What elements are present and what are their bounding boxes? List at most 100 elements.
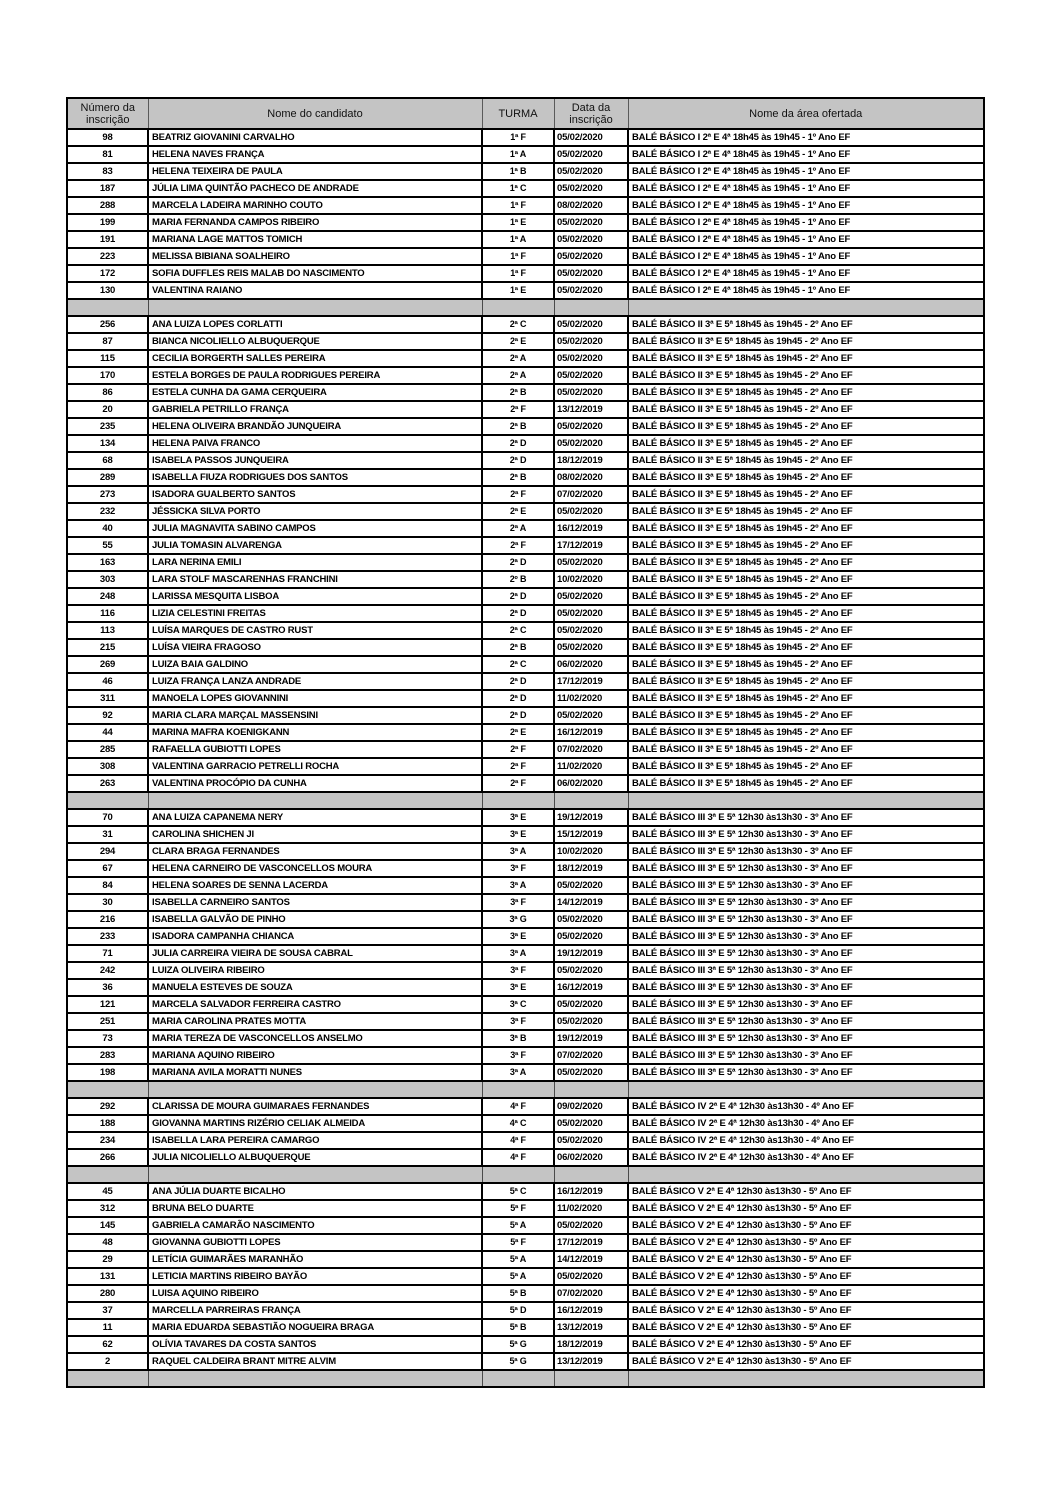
candidate-row: 223 MELISSA BIBIANA SOALHEIRO 1ª F 05/02/20… bbox=[66, 247, 985, 266]
cell-data-inscricao: 05/02/2020 bbox=[553, 1012, 629, 1031]
separator-cell bbox=[481, 791, 555, 810]
cell-data-inscricao: 05/02/2020 bbox=[553, 553, 629, 572]
candidate-row: 11 MARIA EDUARDA SEBASTIÃO NOGUEIRA BRAGA… bbox=[66, 1318, 985, 1337]
cell-data-inscricao: 07/02/2020 bbox=[553, 485, 629, 504]
cell-numero-inscricao: 163 bbox=[66, 553, 149, 572]
candidate-row: 235 HELENA OLIVEIRA BRANDÃO JUNQUEIRA 2ª B… bbox=[66, 417, 985, 436]
cell-turma: 5ª F bbox=[481, 1233, 555, 1252]
candidate-row: 198 MARIANA AVILA MORATTI NUNES 3ª A 05/02/… bbox=[66, 1063, 985, 1082]
cell-data-inscricao: 17/12/2019 bbox=[553, 1233, 629, 1252]
cell-numero-inscricao: 84 bbox=[66, 876, 149, 895]
separator-cell bbox=[553, 1369, 629, 1388]
cell-numero-inscricao: 30 bbox=[66, 893, 149, 912]
cell-area-ofertada: BALÉ BÁSICO I 2ª E 4ª 18h45 às 19h45 - 1… bbox=[627, 145, 985, 164]
cell-numero-inscricao: 233 bbox=[66, 927, 149, 946]
cell-nome-candidato: VALENTINA GARRACIO PETRELLI ROCHA bbox=[147, 757, 483, 776]
cell-numero-inscricao: 48 bbox=[66, 1233, 149, 1252]
cell-area-ofertada: BALÉ BÁSICO V 2ª E 4ª 12h30 às13h30 - 5º… bbox=[627, 1250, 985, 1269]
cell-nome-candidato: LARISSA MESQUITA LISBOA bbox=[147, 587, 483, 606]
cell-numero-inscricao: 86 bbox=[66, 383, 149, 402]
cell-data-inscricao: 05/02/2020 bbox=[553, 910, 629, 929]
cell-turma: 4ª C bbox=[481, 1114, 555, 1133]
cell-data-inscricao: 05/02/2020 bbox=[553, 264, 629, 283]
cell-numero-inscricao: 242 bbox=[66, 961, 149, 980]
cell-area-ofertada: BALÉ BÁSICO I 2ª E 4ª 18h45 às 19h45 - 1… bbox=[627, 179, 985, 198]
cell-area-ofertada: BALÉ BÁSICO IV 2ª E 4ª 12h30 às13h30 - 4… bbox=[627, 1148, 985, 1167]
cell-nome-candidato: JÉSSICKA SILVA PORTO bbox=[147, 502, 483, 521]
cell-area-ofertada: BALÉ BÁSICO IV 2ª E 4ª 12h30 às13h30 - 4… bbox=[627, 1131, 985, 1150]
candidate-row: 188 GIOVANNA MARTINS RIZÉRIO CELIAK ALMEI… bbox=[66, 1114, 985, 1133]
cell-numero-inscricao: 20 bbox=[66, 400, 149, 419]
separator-cell bbox=[147, 1369, 483, 1388]
candidate-row: 234 ISABELLA LARA PEREIRA CAMARGO 4ª F 05/0… bbox=[66, 1131, 985, 1150]
cell-nome-candidato: LIZIA CELESTINI FREITAS bbox=[147, 604, 483, 623]
candidate-row: 87 BIANCA NICOLIELLO ALBUQUERQUE 2ª E 05/02… bbox=[66, 332, 985, 351]
cell-nome-candidato: CLARISSA DE MOURA GUIMARAES FERNANDES bbox=[147, 1097, 483, 1116]
cell-area-ofertada: BALÉ BÁSICO I 2ª E 4ª 18h45 às 19h45 - 1… bbox=[627, 213, 985, 232]
cell-nome-candidato: JULIA TOMASIN ALVARENGA bbox=[147, 536, 483, 555]
cell-area-ofertada: BALÉ BÁSICO III 3ª E 5ª 12h30 às13h30 - … bbox=[627, 842, 985, 861]
candidate-row: 113 LUÍSA MARQUES DE CASTRO RUST 2ª C 05/02… bbox=[66, 621, 985, 640]
cell-nome-candidato: SOFIA DUFFLES REIS MALAB DO NASCIMENTO bbox=[147, 264, 483, 283]
cell-data-inscricao: 11/02/2020 bbox=[553, 1199, 629, 1218]
cell-turma: 2ª A bbox=[481, 519, 555, 538]
cell-data-inscricao: 05/02/2020 bbox=[553, 604, 629, 623]
cell-data-inscricao: 13/12/2019 bbox=[553, 1318, 629, 1337]
candidate-row: 73 MARIA TEREZA DE VASCONCELLOS ANSELMO 3ª… bbox=[66, 1029, 985, 1048]
cell-nome-candidato: HELENA SOARES DE SENNA LACERDA bbox=[147, 876, 483, 895]
cell-area-ofertada: BALÉ BÁSICO III 3ª E 5ª 12h30 às13h30 - … bbox=[627, 808, 985, 827]
cell-turma: 2ª D bbox=[481, 604, 555, 623]
cell-turma: 3ª A bbox=[481, 944, 555, 963]
cell-nome-candidato: JÚLIA LIMA QUINTÃO PACHECO DE ANDRADE bbox=[147, 179, 483, 198]
candidate-row: 68 ISABELA PASSOS JUNQUEIRA 2ª D 18/12/2019… bbox=[66, 451, 985, 470]
cell-area-ofertada: BALÉ BÁSICO I 2ª E 4ª 18h45 às 19h45 - 1… bbox=[627, 230, 985, 249]
cell-area-ofertada: BALÉ BÁSICO II 3ª E 5ª 18h45 às 19h45 - … bbox=[627, 332, 985, 351]
cell-area-ofertada: BALÉ BÁSICO II 3ª E 5ª 18h45 às 19h45 - … bbox=[627, 349, 985, 368]
registration-table: Número da inscrição Nome do candidato TU… bbox=[66, 97, 985, 1388]
candidate-row: 251 MARIA CAROLINA PRATES MOTTA 3ª F 05/02/… bbox=[66, 1012, 985, 1031]
cell-data-inscricao: 06/02/2020 bbox=[553, 774, 629, 793]
cell-area-ofertada: BALÉ BÁSICO III 3ª E 5ª 12h30 às13h30 - … bbox=[627, 1029, 985, 1048]
cell-data-inscricao: 17/12/2019 bbox=[553, 672, 629, 691]
cell-turma: 3ª B bbox=[481, 1029, 555, 1048]
separator-cell bbox=[147, 791, 483, 810]
cell-nome-candidato: LUÍSA VIEIRA FRAGOSO bbox=[147, 638, 483, 657]
separator-cell bbox=[481, 1165, 555, 1184]
cell-area-ofertada: BALÉ BÁSICO II 3ª E 5ª 18h45 às 19h45 - … bbox=[627, 468, 985, 487]
cell-turma: 5ª G bbox=[481, 1335, 555, 1354]
cell-nome-candidato: ISABELLA CARNEIRO SANTOS bbox=[147, 893, 483, 912]
cell-turma: 2ª F bbox=[481, 400, 555, 419]
cell-area-ofertada: BALÉ BÁSICO II 3ª E 5ª 18h45 às 19h45 - … bbox=[627, 451, 985, 470]
cell-data-inscricao: 06/02/2020 bbox=[553, 1148, 629, 1167]
cell-data-inscricao: 05/02/2020 bbox=[553, 1114, 629, 1133]
separator-cell bbox=[147, 1080, 483, 1099]
cell-turma: 3ª E bbox=[481, 978, 555, 997]
cell-numero-inscricao: 280 bbox=[66, 1284, 149, 1303]
cell-area-ofertada: BALÉ BÁSICO II 3ª E 5ª 18h45 às 19h45 - … bbox=[627, 502, 985, 521]
separator-cell bbox=[553, 1165, 629, 1184]
cell-nome-candidato: MANUELA ESTEVES DE SOUZA bbox=[147, 978, 483, 997]
cell-turma: 2ª D bbox=[481, 672, 555, 691]
cell-area-ofertada: BALÉ BÁSICO II 3ª E 5ª 18h45 às 19h45 - … bbox=[627, 774, 985, 793]
cell-nome-candidato: LETICIA MARTINS RIBEIRO BAYÃO bbox=[147, 1267, 483, 1286]
candidate-row: 191 MARIANA LAGE MATTOS TOMICH 1ª A 05/02/2… bbox=[66, 230, 985, 249]
candidate-row: 172 SOFIA DUFFLES REIS MALAB DO NASCIMENT… bbox=[66, 264, 985, 283]
cell-turma: 2ª E bbox=[481, 332, 555, 351]
cell-turma: 3ª E bbox=[481, 808, 555, 827]
cell-numero-inscricao: 216 bbox=[66, 910, 149, 929]
cell-nome-candidato: MARCELA SALVADOR FERREIRA CASTRO bbox=[147, 995, 483, 1014]
cell-nome-candidato: BIANCA NICOLIELLO ALBUQUERQUE bbox=[147, 332, 483, 351]
candidate-row: 116 LIZIA CELESTINI FREITAS 2ª D 05/02/2020… bbox=[66, 604, 985, 623]
candidate-row: 288 MARCELA LADEIRA MARINHO COUTO 1ª F 08/0… bbox=[66, 196, 985, 215]
cell-numero-inscricao: 71 bbox=[66, 944, 149, 963]
cell-numero-inscricao: 46 bbox=[66, 672, 149, 691]
cell-nome-candidato: ISABELLA GALVÃO DE PINHO bbox=[147, 910, 483, 929]
candidate-row: 67 HELENA CARNEIRO DE VASCONCELLOS MOURA 3… bbox=[66, 859, 985, 878]
cell-turma: 1ª E bbox=[481, 213, 555, 232]
cell-numero-inscricao: 170 bbox=[66, 366, 149, 385]
cell-nome-candidato: HELENA PAIVA FRANCO bbox=[147, 434, 483, 453]
cell-nome-candidato: ISADORA GUALBERTO SANTOS bbox=[147, 485, 483, 504]
cell-nome-candidato: ISABELA PASSOS JUNQUEIRA bbox=[147, 451, 483, 470]
cell-nome-candidato: LUIZA OLIVEIRA RIBEIRO bbox=[147, 961, 483, 980]
cell-numero-inscricao: 83 bbox=[66, 162, 149, 181]
